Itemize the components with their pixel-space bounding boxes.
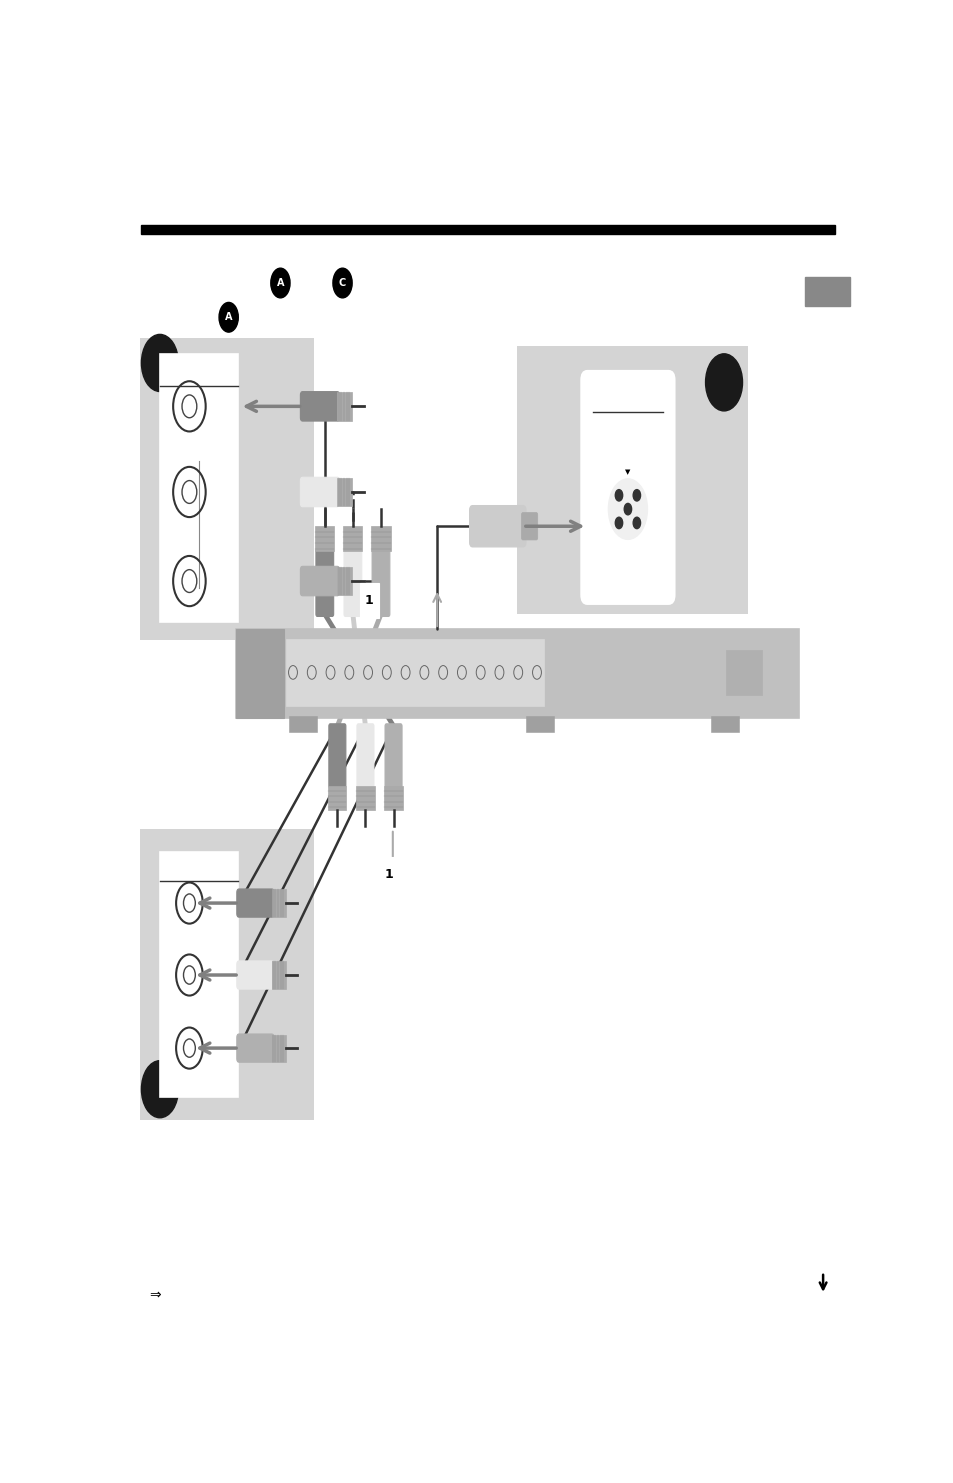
Text: ▼: ▼ xyxy=(624,469,630,475)
Bar xyxy=(235,629,799,718)
FancyBboxPatch shape xyxy=(372,549,390,617)
FancyBboxPatch shape xyxy=(521,513,537,540)
FancyBboxPatch shape xyxy=(356,724,374,787)
Bar xyxy=(289,716,317,731)
Text: 1: 1 xyxy=(364,595,374,607)
Circle shape xyxy=(705,354,741,411)
Bar xyxy=(724,650,761,696)
Text: 1: 1 xyxy=(384,868,393,881)
FancyBboxPatch shape xyxy=(315,549,334,617)
Bar xyxy=(525,716,554,731)
Circle shape xyxy=(615,518,622,528)
Circle shape xyxy=(271,268,290,298)
Circle shape xyxy=(141,1060,178,1118)
Text: C: C xyxy=(338,277,346,288)
FancyBboxPatch shape xyxy=(300,567,339,596)
FancyBboxPatch shape xyxy=(236,961,274,989)
Bar xyxy=(314,526,335,552)
Text: A: A xyxy=(225,313,233,322)
Circle shape xyxy=(333,268,352,298)
FancyBboxPatch shape xyxy=(580,371,674,604)
Bar xyxy=(272,890,285,916)
FancyBboxPatch shape xyxy=(379,857,398,891)
Circle shape xyxy=(608,479,647,540)
Bar xyxy=(384,786,402,810)
FancyBboxPatch shape xyxy=(300,392,339,421)
FancyBboxPatch shape xyxy=(236,1034,274,1062)
Circle shape xyxy=(141,334,178,392)
FancyBboxPatch shape xyxy=(300,478,339,507)
FancyBboxPatch shape xyxy=(329,724,346,787)
Bar xyxy=(336,567,352,596)
Circle shape xyxy=(599,466,656,553)
Circle shape xyxy=(633,518,639,528)
Bar xyxy=(336,392,352,421)
Bar xyxy=(272,1035,285,1062)
Bar xyxy=(804,277,849,305)
Circle shape xyxy=(219,303,238,332)
Circle shape xyxy=(633,489,639,501)
Bar xyxy=(272,961,285,989)
Bar xyxy=(343,526,362,552)
Bar xyxy=(356,786,375,810)
Text: ⇒: ⇒ xyxy=(149,1287,160,1302)
Bar xyxy=(285,639,544,706)
Bar xyxy=(710,716,738,731)
FancyBboxPatch shape xyxy=(236,888,274,916)
Bar xyxy=(140,829,314,1120)
Circle shape xyxy=(615,489,622,501)
FancyBboxPatch shape xyxy=(344,549,361,617)
Text: A: A xyxy=(276,277,284,288)
Bar xyxy=(235,629,284,718)
Bar xyxy=(160,354,237,623)
Bar xyxy=(328,786,346,810)
Bar xyxy=(160,851,237,1097)
Bar xyxy=(140,338,314,641)
FancyBboxPatch shape xyxy=(385,724,401,787)
FancyBboxPatch shape xyxy=(469,506,525,547)
FancyBboxPatch shape xyxy=(359,583,378,617)
Bar xyxy=(141,225,834,234)
Bar xyxy=(517,346,748,614)
Circle shape xyxy=(623,503,631,515)
Bar xyxy=(371,526,390,552)
Bar xyxy=(336,478,352,506)
